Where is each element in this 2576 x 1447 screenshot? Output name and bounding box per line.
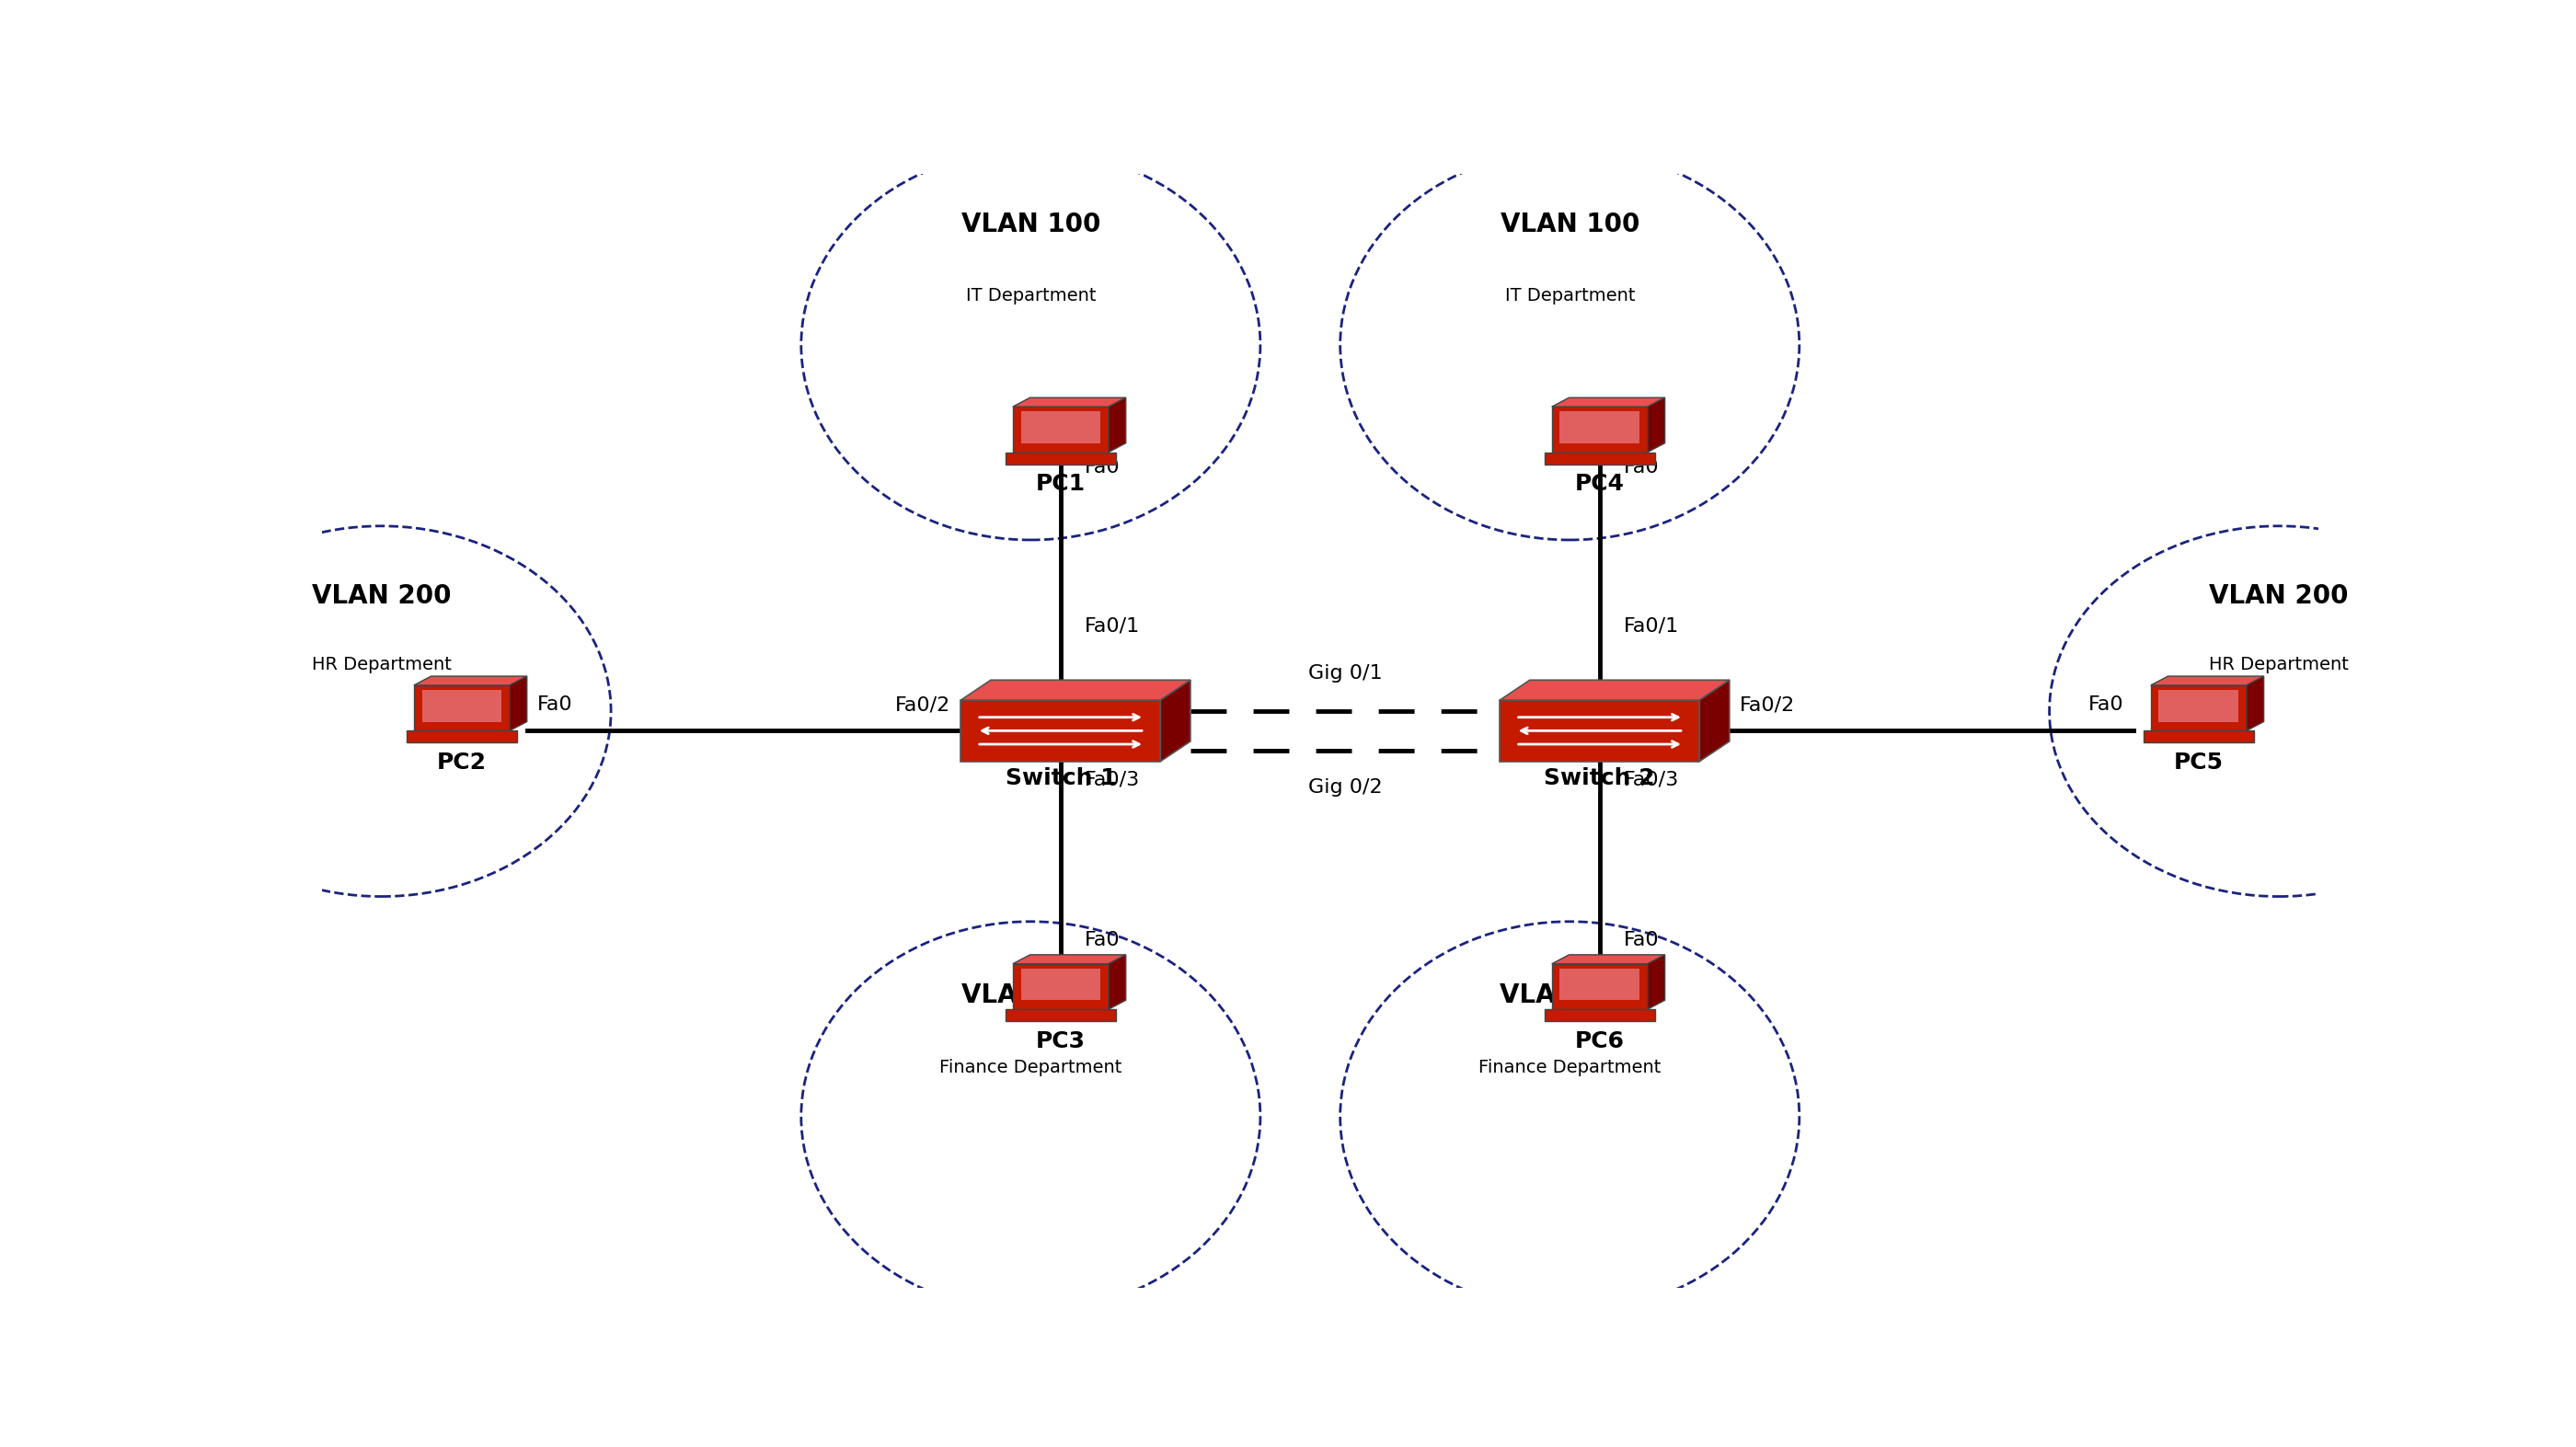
Text: Fa0/2: Fa0/2 [1739,696,1795,713]
Polygon shape [510,676,528,731]
Text: PC5: PC5 [2174,751,2223,774]
Polygon shape [2246,676,2264,731]
FancyBboxPatch shape [2143,731,2254,742]
Text: HR Department: HR Department [312,655,451,674]
Text: Fa0/3: Fa0/3 [1084,770,1141,789]
Polygon shape [1108,955,1126,1010]
Text: VLAN 200: VLAN 200 [312,583,451,609]
Text: Switch 1: Switch 1 [1005,767,1115,789]
Text: VLAN 300: VLAN 300 [1499,983,1638,1009]
FancyBboxPatch shape [1546,1010,1654,1022]
Text: VLAN 200: VLAN 200 [2210,583,2349,609]
Polygon shape [961,680,1190,700]
FancyBboxPatch shape [1020,968,1100,1000]
Text: PC4: PC4 [1574,473,1625,495]
Text: Fa0: Fa0 [1623,930,1659,949]
Text: VLAN 300: VLAN 300 [961,983,1100,1009]
Text: PC6: PC6 [1574,1030,1625,1052]
Text: Fa0/3: Fa0/3 [1623,770,1680,789]
FancyBboxPatch shape [422,690,502,722]
Text: IT Department: IT Department [966,288,1095,305]
FancyBboxPatch shape [1499,700,1700,761]
FancyBboxPatch shape [1005,1010,1115,1022]
FancyBboxPatch shape [1012,407,1108,451]
Polygon shape [1159,680,1190,761]
FancyBboxPatch shape [1012,964,1108,1010]
Text: Gig 0/1: Gig 0/1 [1309,664,1383,683]
Polygon shape [1551,398,1664,407]
Polygon shape [1551,955,1664,964]
FancyBboxPatch shape [1551,964,1649,1010]
Text: Fa0/1: Fa0/1 [1084,616,1141,635]
Text: VLAN 100: VLAN 100 [1499,211,1638,237]
Polygon shape [1108,398,1126,451]
FancyBboxPatch shape [2151,686,2246,731]
FancyBboxPatch shape [2159,690,2239,722]
FancyBboxPatch shape [1561,968,1641,1000]
Text: VLAN 100: VLAN 100 [961,211,1100,237]
Text: Fa0/2: Fa0/2 [896,696,951,713]
Polygon shape [1649,955,1664,1010]
Polygon shape [1012,955,1126,964]
Text: IT Department: IT Department [1504,288,1636,305]
Polygon shape [2151,676,2264,686]
Text: Fa0/1: Fa0/1 [1623,616,1680,635]
Polygon shape [1499,680,1728,700]
Text: PC3: PC3 [1036,1030,1084,1052]
Polygon shape [1649,398,1664,451]
Text: HR Department: HR Department [2210,655,2349,674]
Text: PC1: PC1 [1036,473,1084,495]
Text: Fa0: Fa0 [536,696,572,713]
Text: PC2: PC2 [438,751,487,774]
Text: Fa0: Fa0 [2089,696,2123,713]
Polygon shape [1012,398,1126,407]
Polygon shape [1700,680,1728,761]
Text: Fa0: Fa0 [1084,457,1121,476]
FancyBboxPatch shape [415,686,510,731]
Text: Finance Department: Finance Department [940,1059,1123,1077]
FancyBboxPatch shape [1551,407,1649,451]
FancyBboxPatch shape [1020,411,1100,443]
FancyBboxPatch shape [961,700,1159,761]
Text: Gig 0/2: Gig 0/2 [1309,778,1383,797]
Text: Fa0: Fa0 [1623,457,1659,476]
Text: Finance Department: Finance Department [1479,1059,1662,1077]
FancyBboxPatch shape [1005,451,1115,464]
Text: Fa0: Fa0 [1084,930,1121,949]
FancyBboxPatch shape [407,731,518,742]
FancyBboxPatch shape [1546,451,1654,464]
Text: Switch 2: Switch 2 [1543,767,1656,789]
FancyBboxPatch shape [1561,411,1641,443]
Polygon shape [415,676,528,686]
